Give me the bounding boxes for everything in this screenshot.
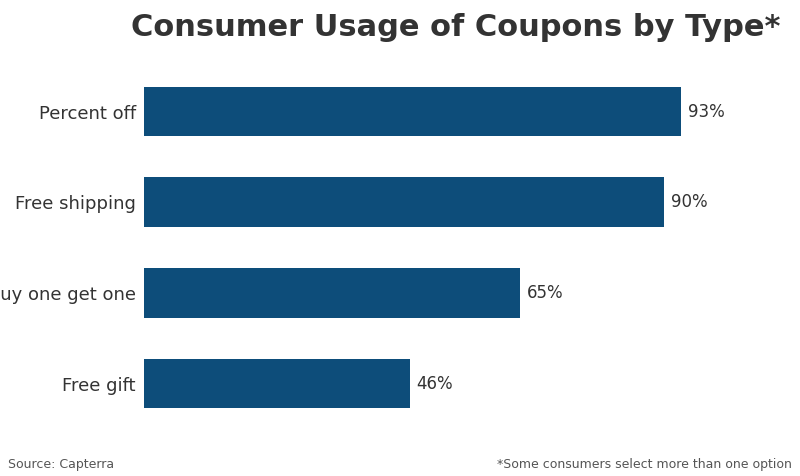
Bar bbox=[144, 268, 519, 318]
Text: Source: Capterra: Source: Capterra bbox=[8, 458, 114, 471]
Text: 46%: 46% bbox=[417, 375, 454, 393]
Text: 90%: 90% bbox=[671, 193, 707, 211]
Text: 65%: 65% bbox=[526, 284, 563, 302]
Title: Consumer Usage of Coupons by Type*: Consumer Usage of Coupons by Type* bbox=[131, 13, 781, 42]
Bar bbox=[144, 87, 682, 137]
Bar bbox=[144, 177, 664, 227]
Bar bbox=[144, 358, 410, 408]
Text: *Some consumers select more than one option: *Some consumers select more than one opt… bbox=[497, 458, 792, 471]
Text: 93%: 93% bbox=[688, 102, 725, 120]
